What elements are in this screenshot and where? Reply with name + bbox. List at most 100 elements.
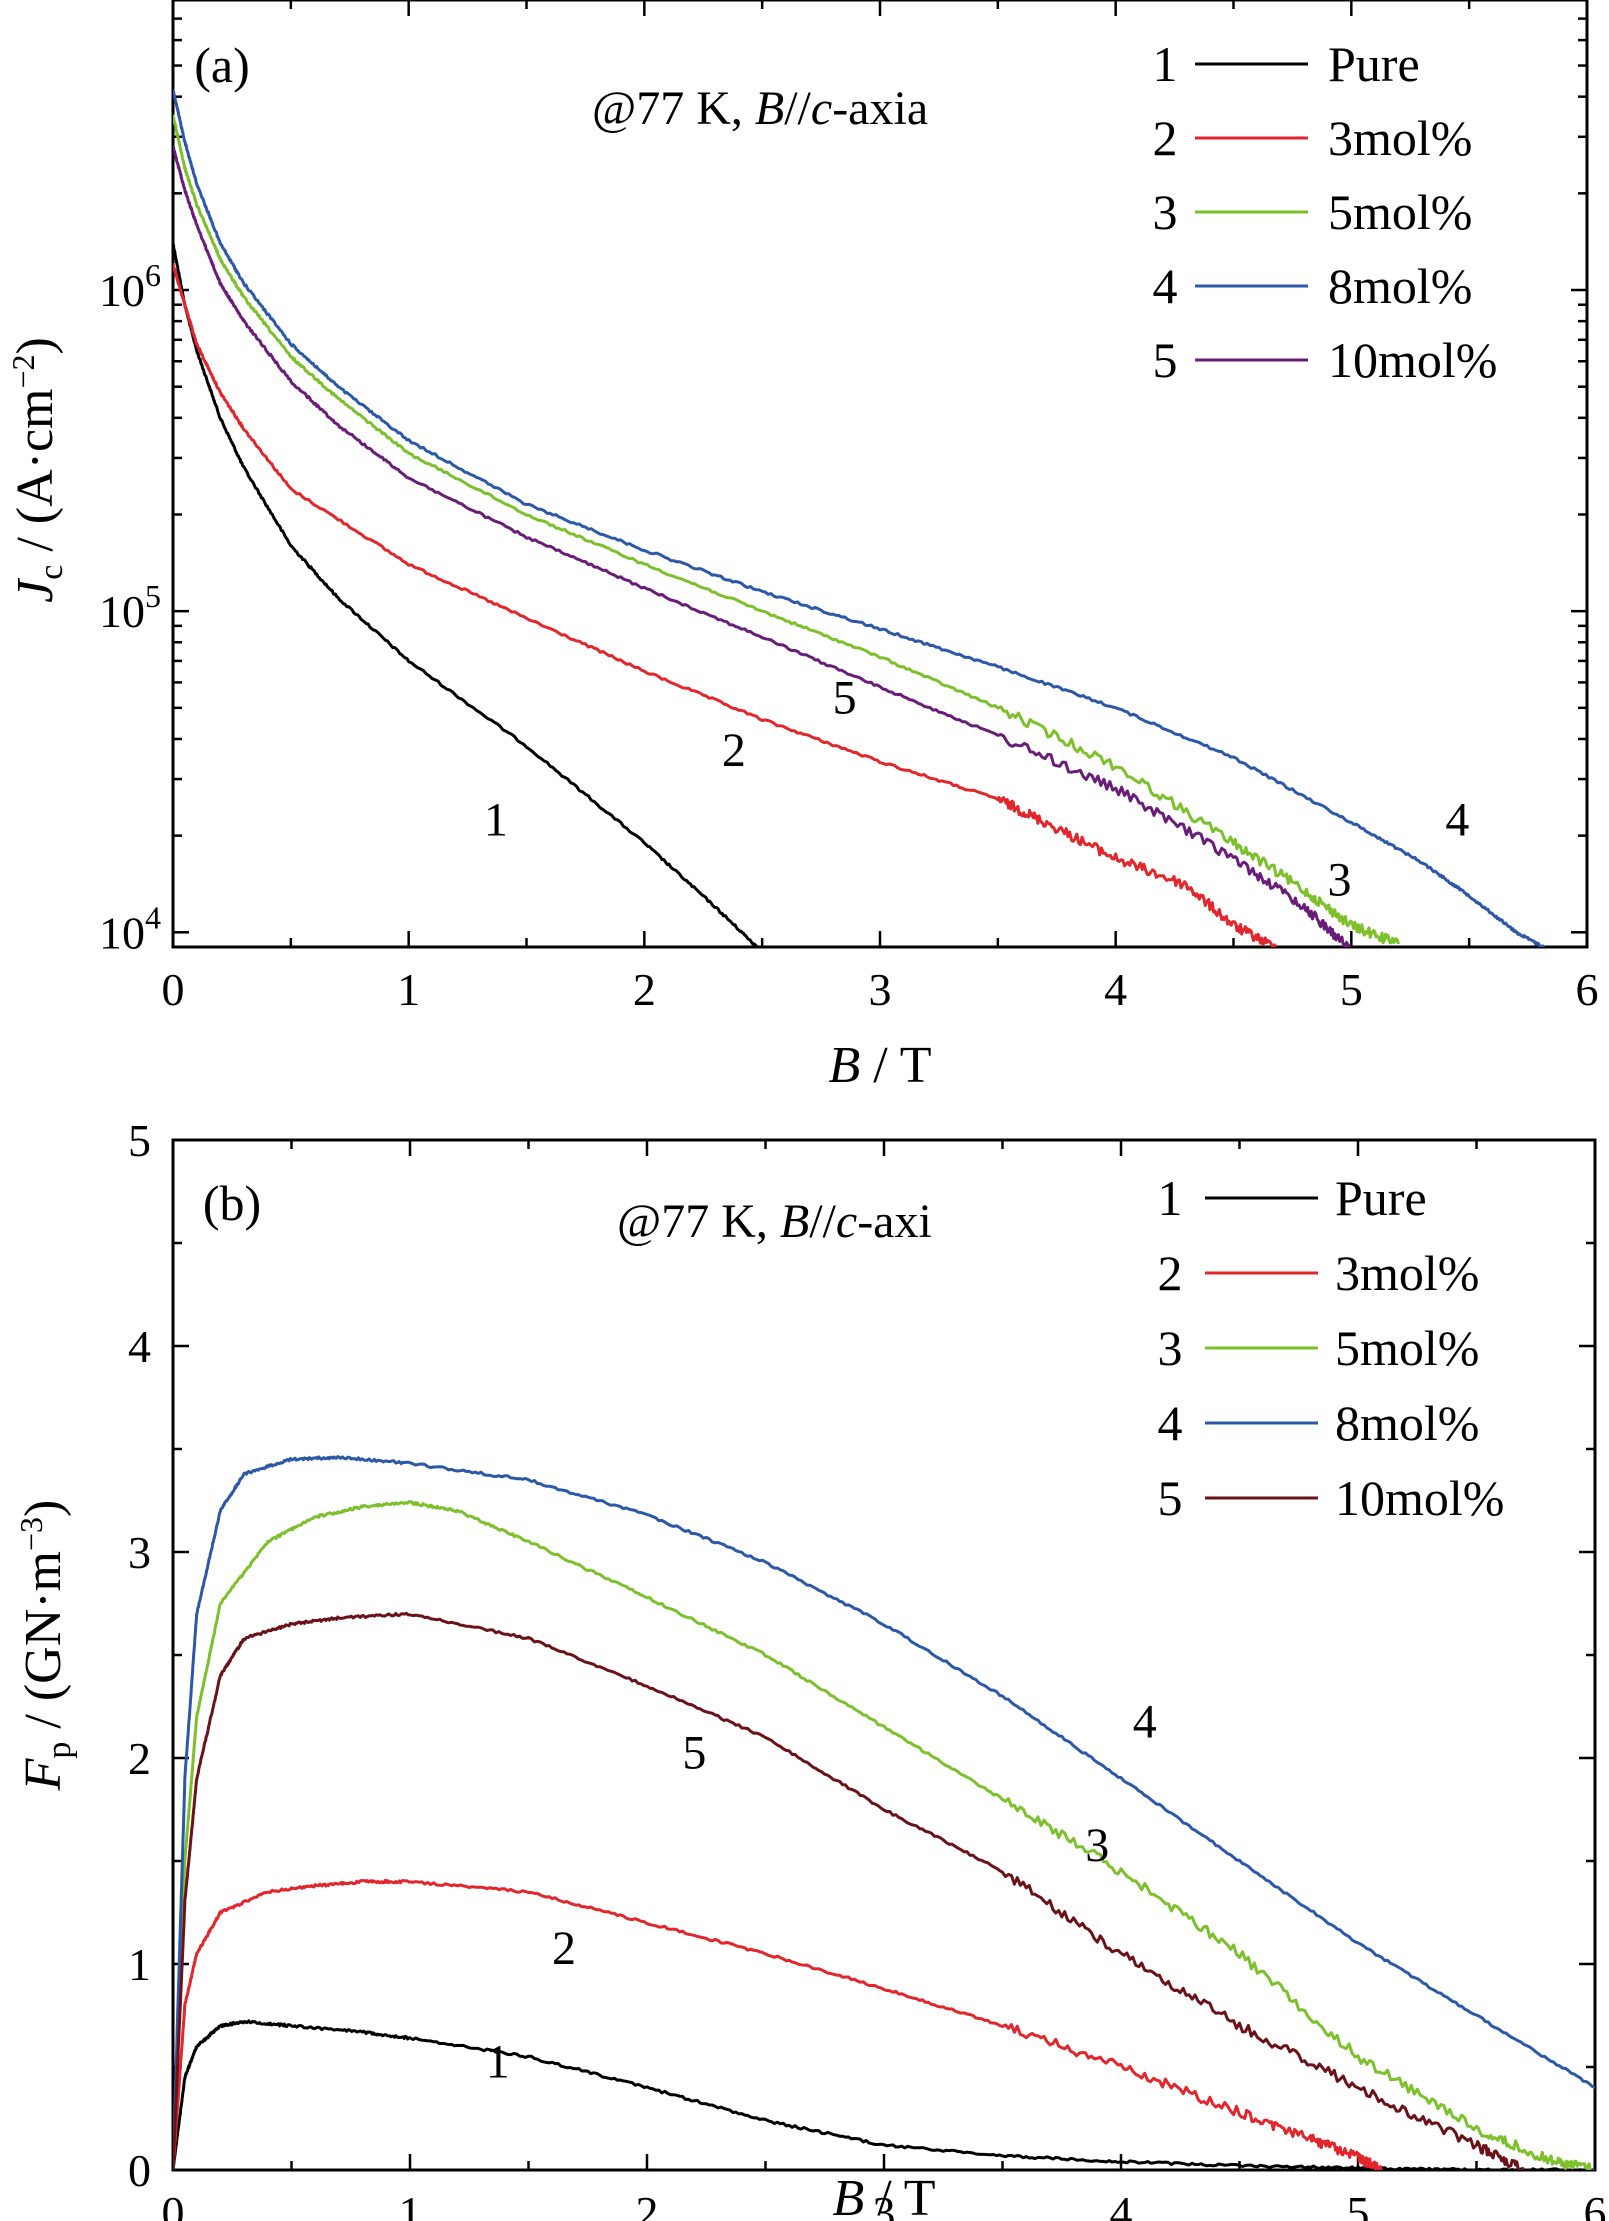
y-tick-label: 1	[128, 1939, 151, 1990]
annotation-axis: c	[811, 82, 832, 135]
y-tick-exponent: 6	[145, 257, 161, 293]
y-tick-label: 3	[128, 1527, 151, 1578]
annotation-axis: c	[836, 1195, 857, 1248]
legend-label: Pure	[1335, 1170, 1427, 1226]
y-tick-exponent: 4	[145, 899, 161, 935]
y-tick-base: 10	[99, 586, 145, 637]
x-tick-label: 4	[1104, 964, 1127, 1015]
x-axis-title-unit: / T	[864, 2170, 935, 2221]
y-axis-title-unit: / (A·cm	[7, 389, 64, 565]
y-axis-title-unit: / (GN·m	[15, 1551, 72, 1742]
x-tick-label: 0	[162, 964, 185, 1015]
y-tick-base: 10	[99, 907, 145, 958]
legend: 1 Pure 2 3mol% 3 5mol% 4 8mol% 5 10mol%	[1158, 1170, 1505, 1526]
legend-label: Pure	[1328, 36, 1420, 92]
condition-annotation: @77 K, B//c-axia	[592, 82, 928, 135]
curve-label: 5	[682, 1726, 706, 1779]
y-tick-exponent: 5	[145, 578, 161, 614]
annotation-temp: @77 K,	[617, 1195, 780, 1248]
curve-label: 3	[1085, 1819, 1109, 1872]
legend-number: 2	[1158, 1245, 1183, 1301]
panel-label: (a)	[194, 37, 250, 93]
y-axis-title-symbol: J	[7, 577, 64, 603]
y-tick-base: 10	[99, 265, 145, 316]
series-line-4	[173, 89, 1545, 947]
y-tick-label: 104	[99, 899, 161, 958]
y-tick-label: 0	[128, 2145, 151, 2196]
annotation-field: B	[755, 82, 784, 135]
curve-label: 1	[486, 2035, 510, 2088]
x-axis-title-symbol: B	[832, 2170, 864, 2221]
series-line-3	[173, 1500, 1595, 2170]
annotation-field: B	[780, 1195, 809, 1248]
legend-label: 3mol%	[1335, 1245, 1479, 1301]
series-line-2	[173, 1878, 1383, 2170]
legend-number: 4	[1158, 1395, 1183, 1451]
series-line-1	[173, 242, 759, 947]
curve-label: 5	[833, 672, 857, 725]
series-line-4	[173, 1455, 1595, 2170]
curves	[173, 89, 1545, 947]
curve-label: 2	[722, 724, 746, 777]
x-tick-label: 4	[1110, 2187, 1133, 2221]
legend-label: 8mol%	[1335, 1395, 1479, 1451]
x-tick-label: 2	[636, 2187, 659, 2221]
y-tick-label: 106	[99, 257, 161, 316]
x-tick-label: 1	[397, 964, 420, 1015]
annotation-parallel: //	[809, 1195, 836, 1248]
x-tick-label: 0	[162, 2187, 185, 2221]
legend-number: 1	[1158, 1170, 1183, 1226]
y-axis-title: Fp / (GN·m−3)	[13, 1500, 78, 1792]
curve-label: 1	[484, 794, 508, 847]
legend-label: 10mol%	[1328, 332, 1497, 388]
legend-number: 4	[1153, 258, 1178, 314]
panel-label: (b)	[203, 1175, 261, 1231]
curve-label: 2	[552, 1922, 576, 1975]
legend: 1 Pure 2 3mol% 3 5mol% 4 8mol% 5 10mol%	[1153, 36, 1498, 388]
curves	[173, 1455, 1595, 2170]
annotation-axis-word: -axia	[832, 82, 928, 135]
y-tick-label: 2	[128, 1733, 151, 1784]
y-tick-label: 4	[128, 1321, 151, 1372]
legend-label: 5mol%	[1328, 184, 1472, 240]
y-axis-title: Jc / (A·cm−2)	[5, 337, 70, 603]
x-axis-title: B / T	[828, 1037, 931, 1094]
x-axis-title-unit: / T	[860, 1037, 931, 1094]
annotation-axis-word: -axi	[857, 1195, 932, 1248]
legend-label: 3mol%	[1328, 110, 1472, 166]
legend-label: 5mol%	[1335, 1320, 1479, 1376]
series-line-3	[173, 114, 1400, 945]
series-line-2	[173, 263, 1277, 947]
y-axis-title-subscript: p	[41, 1742, 78, 1759]
chart-panel-b: 0 1 2 3 4 5 6 0 1 2 3 4 5 B / T Fp / (GN·m−3) (b) @77 K,…	[13, 1115, 1607, 2221]
x-tick-label: 1	[399, 2187, 422, 2221]
annotation-parallel: //	[784, 82, 811, 135]
y-axis-title-symbol: F	[15, 1757, 72, 1791]
legend-number: 2	[1153, 110, 1178, 166]
legend-label: 8mol%	[1328, 258, 1472, 314]
condition-annotation: @77 K, B//c-axi	[617, 1195, 932, 1248]
y-tick-label: 105	[99, 578, 161, 637]
curve-label: 4	[1133, 1695, 1157, 1748]
legend-number: 3	[1153, 184, 1178, 240]
legend-number: 5	[1153, 332, 1178, 388]
x-tick-label: 5	[1340, 964, 1363, 1015]
x-tick-label: 6	[1576, 964, 1599, 1015]
curve-label: 4	[1445, 794, 1469, 847]
x-tick-label: 3	[869, 964, 892, 1015]
x-tick-label: 5	[1347, 2187, 1370, 2221]
x-axis-title-symbol: B	[828, 1037, 860, 1094]
x-tick-label: 3	[873, 2187, 896, 2221]
series-line-5	[173, 146, 1351, 947]
y-axis-title-close: )	[15, 1500, 72, 1517]
y-axis-title-close: )	[7, 337, 64, 354]
series-line-1	[173, 2019, 1595, 2170]
x-axis-title: B / T	[832, 2170, 935, 2221]
y-axis-title-exponent: −2	[5, 354, 41, 388]
annotation-temp: @77 K,	[592, 82, 755, 135]
legend-label: 10mol%	[1335, 1470, 1504, 1526]
legend-number: 5	[1158, 1470, 1183, 1526]
curve-label: 3	[1328, 854, 1352, 907]
